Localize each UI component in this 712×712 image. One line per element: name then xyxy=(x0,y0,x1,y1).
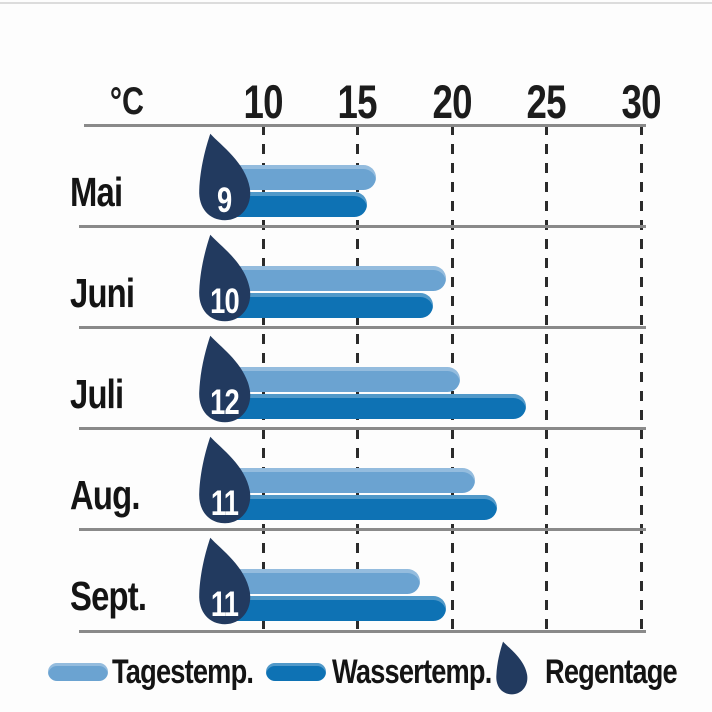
rain-drop-icon xyxy=(196,535,254,627)
legend-swatch-water-temp xyxy=(266,663,326,681)
water-temp-bar xyxy=(222,394,526,419)
legend-swatch-day-temp xyxy=(48,663,108,681)
grid-line-30 xyxy=(639,125,643,638)
row-separator-line xyxy=(79,326,646,329)
row-separator-line xyxy=(79,225,646,228)
legend-label-day-temp: Tagestemp. xyxy=(112,653,254,691)
rain-days-value: 12 xyxy=(209,383,240,422)
tick-label-10: 10 xyxy=(243,75,283,128)
rain-drop-icon xyxy=(196,333,254,425)
legend-label-rain-days: Regentage xyxy=(545,653,678,691)
tick-label-20: 20 xyxy=(432,75,472,128)
water-temp-bar xyxy=(222,495,497,520)
tick-label-30: 30 xyxy=(621,75,661,128)
rain-days-value: 10 xyxy=(209,282,240,321)
month-label: Juli xyxy=(70,371,124,417)
rain-drop-icon xyxy=(196,434,254,526)
month-label: Aug. xyxy=(70,472,140,518)
day-temp-bar xyxy=(222,266,446,291)
rain-days-value: 11 xyxy=(210,585,238,624)
tick-label-25: 25 xyxy=(526,75,567,128)
grid-line-25 xyxy=(545,125,548,638)
rain-drop-icon xyxy=(491,640,533,696)
day-temp-bar xyxy=(222,468,475,493)
row-separator-line xyxy=(79,630,646,633)
rain-drop-icon xyxy=(196,232,254,324)
water-temp-bar xyxy=(222,293,433,318)
tick-label-15: 15 xyxy=(337,75,378,128)
row-separator-line xyxy=(79,528,646,531)
day-temp-bar xyxy=(222,569,420,594)
rain-days-value: 9 xyxy=(216,181,232,220)
day-temp-bar xyxy=(222,367,460,392)
month-label: Sept. xyxy=(70,573,147,619)
water-temp-bar xyxy=(222,596,446,621)
legend-label-water-temp: Wassertemp. xyxy=(332,653,492,691)
axis-unit-text: °C xyxy=(109,80,145,123)
axis-line xyxy=(84,124,646,127)
axis-unit-label: °C xyxy=(82,80,172,124)
month-label: Mai xyxy=(70,169,123,215)
top-edge-line xyxy=(0,2,712,4)
rain-days-value: 11 xyxy=(210,484,238,523)
rain-drop-icon xyxy=(196,131,254,223)
month-label: Juni xyxy=(70,270,135,316)
row-separator-line xyxy=(79,427,646,430)
